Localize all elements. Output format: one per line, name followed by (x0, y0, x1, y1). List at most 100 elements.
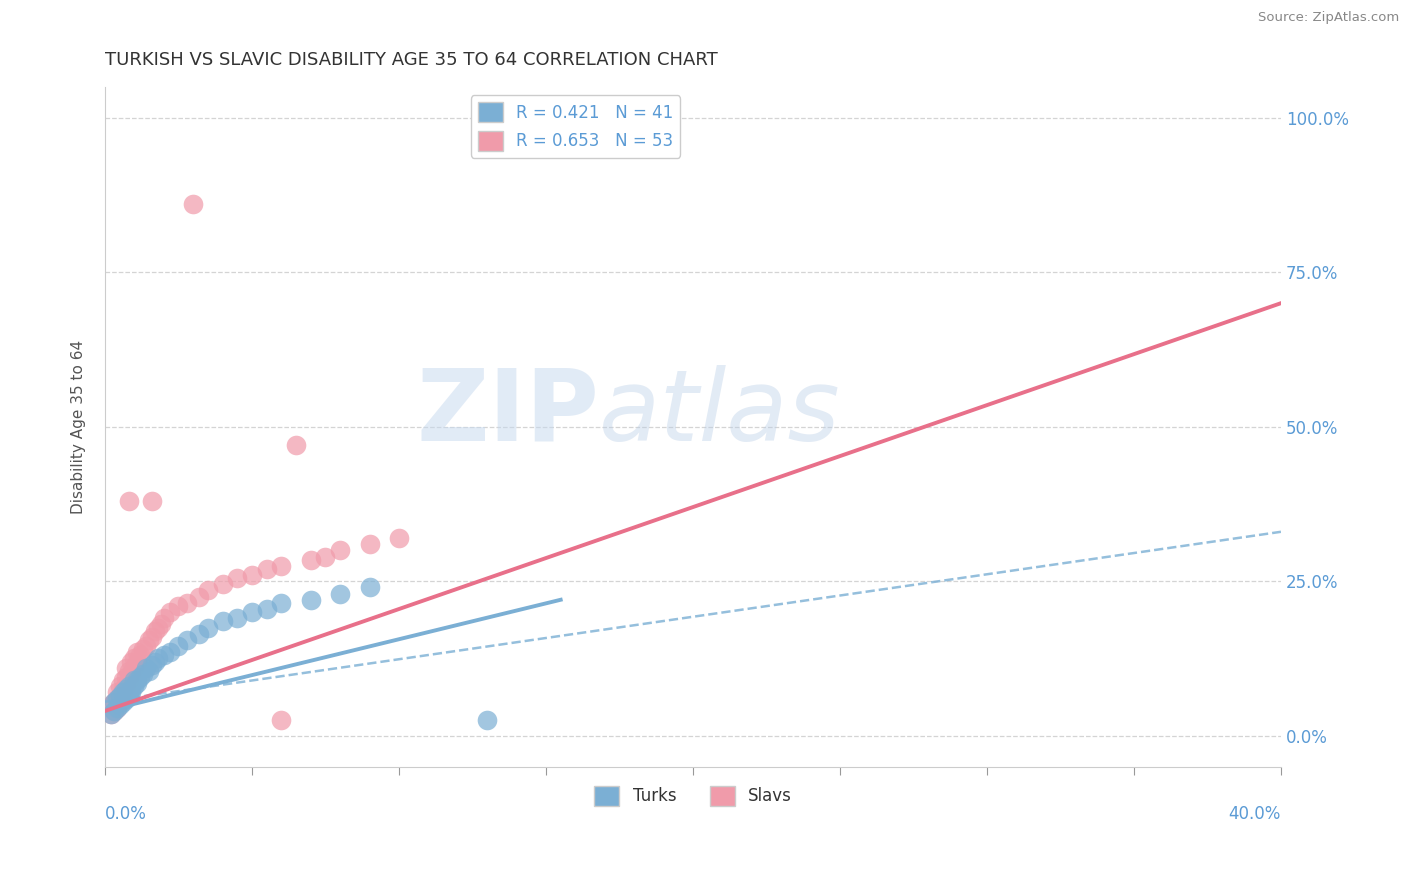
Point (329, 543, 352, 558)
Point (100, 698, 122, 712)
Point (103, 704, 125, 718)
Point (176, 632, 198, 647)
Point (103, 695, 125, 709)
Point (105, 701, 128, 715)
Point (108, 679, 131, 693)
Point (256, 602, 278, 616)
Point (149, 617, 172, 632)
Point (108, 689, 131, 703)
Point (120, 655, 142, 669)
Point (135, 661, 157, 675)
Point (129, 648, 152, 663)
Point (270, 558, 292, 573)
Point (111, 695, 134, 709)
Point (114, 670, 136, 684)
Point (124, 673, 146, 687)
Point (359, 581, 381, 595)
Point (477, 713, 499, 727)
Point (120, 685, 142, 699)
Point (114, 691, 136, 706)
Point (111, 685, 134, 699)
Point (127, 645, 149, 659)
Point (152, 648, 174, 663)
Point (111, 689, 134, 703)
Point (197, 583, 219, 598)
Text: ZIP: ZIP (416, 365, 599, 462)
Point (103, 695, 125, 709)
Text: Source: ZipAtlas.com: Source: ZipAtlas.com (1258, 11, 1399, 24)
Point (138, 664, 160, 678)
Point (114, 661, 136, 675)
Point (329, 586, 352, 600)
Point (388, 531, 411, 545)
Point (256, 562, 278, 576)
Point (117, 689, 139, 703)
Point (299, 592, 322, 607)
Point (226, 611, 249, 625)
Point (197, 621, 219, 635)
Point (299, 552, 322, 566)
Point (211, 577, 233, 591)
Text: atlas: atlas (599, 365, 841, 462)
Point (270, 713, 292, 727)
Point (152, 611, 174, 625)
Text: 0.0%: 0.0% (105, 805, 146, 823)
Point (143, 655, 166, 669)
Point (127, 676, 149, 690)
Point (127, 673, 149, 687)
Point (114, 679, 136, 693)
Point (359, 537, 381, 551)
Point (270, 596, 292, 610)
Point (226, 571, 249, 585)
Point (124, 651, 146, 665)
Point (105, 685, 128, 699)
Point (111, 682, 134, 697)
Point (132, 642, 155, 657)
Point (108, 689, 131, 703)
Point (141, 630, 163, 644)
Point (211, 615, 233, 629)
Point (103, 704, 125, 718)
Point (120, 667, 142, 681)
Point (159, 605, 181, 619)
Point (141, 494, 163, 508)
Point (132, 667, 155, 681)
Text: 40.0%: 40.0% (1229, 805, 1281, 823)
Point (127, 655, 149, 669)
Point (167, 639, 190, 653)
Point (240, 568, 263, 582)
Point (100, 707, 122, 722)
Point (117, 494, 139, 508)
Point (124, 661, 146, 675)
Point (167, 599, 190, 613)
Point (181, 197, 204, 211)
Point (141, 657, 163, 672)
Point (146, 621, 169, 635)
Point (105, 701, 128, 715)
Point (143, 624, 166, 638)
Point (135, 639, 157, 653)
Point (108, 698, 131, 712)
Point (124, 679, 146, 693)
Point (100, 707, 122, 722)
Point (129, 670, 152, 684)
Point (105, 691, 128, 706)
Point (159, 645, 181, 659)
Y-axis label: Disability Age 35 to 64: Disability Age 35 to 64 (72, 340, 86, 514)
Legend: Turks, Slavs: Turks, Slavs (588, 779, 799, 813)
Point (138, 632, 160, 647)
Point (240, 605, 263, 619)
Point (117, 664, 139, 678)
Point (108, 695, 131, 709)
Point (188, 590, 211, 604)
Point (117, 679, 139, 693)
Point (117, 673, 139, 687)
Point (120, 682, 142, 697)
Point (146, 651, 169, 665)
Point (105, 691, 128, 706)
Point (176, 596, 198, 610)
Point (314, 549, 336, 564)
Point (188, 626, 211, 640)
Point (285, 438, 308, 452)
Text: TURKISH VS SLAVIC DISABILITY AGE 35 TO 64 CORRELATION CHART: TURKISH VS SLAVIC DISABILITY AGE 35 TO 6… (105, 51, 717, 69)
